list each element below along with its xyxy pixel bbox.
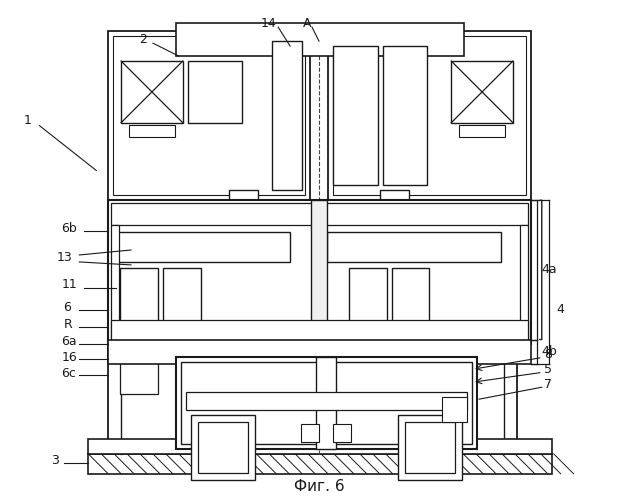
Bar bbox=[111, 204, 528, 225]
Bar bbox=[203, 330, 302, 351]
Bar bbox=[333, 36, 526, 196]
Text: 16: 16 bbox=[61, 351, 77, 364]
Text: 11: 11 bbox=[61, 278, 77, 291]
Text: 7: 7 bbox=[544, 378, 552, 391]
Bar bbox=[120, 354, 158, 394]
Bar bbox=[108, 340, 531, 364]
Bar bbox=[392, 268, 429, 347]
Text: 4b: 4b bbox=[541, 345, 557, 358]
Bar bbox=[272, 41, 302, 190]
Text: Фиг. 6: Фиг. 6 bbox=[294, 479, 345, 494]
Bar bbox=[316, 358, 336, 449]
Text: 4a: 4a bbox=[541, 264, 557, 276]
Text: 6b: 6b bbox=[61, 222, 77, 234]
Bar bbox=[190, 415, 255, 480]
Bar bbox=[89, 439, 552, 454]
Bar bbox=[111, 225, 119, 340]
Bar bbox=[113, 36, 305, 196]
Bar bbox=[349, 268, 387, 322]
Bar bbox=[301, 424, 319, 442]
Bar bbox=[324, 330, 424, 351]
Text: 3: 3 bbox=[52, 454, 59, 468]
Bar bbox=[311, 200, 327, 344]
Text: 13: 13 bbox=[57, 252, 72, 264]
Bar bbox=[186, 392, 467, 410]
Text: R: R bbox=[64, 318, 72, 331]
Bar bbox=[327, 232, 501, 262]
Bar bbox=[404, 422, 455, 473]
Bar bbox=[459, 124, 505, 136]
Bar bbox=[163, 328, 201, 358]
Text: 1: 1 bbox=[24, 114, 31, 127]
Bar bbox=[120, 268, 158, 347]
Bar bbox=[89, 454, 552, 474]
Text: 14: 14 bbox=[261, 17, 276, 30]
Bar bbox=[176, 24, 464, 56]
Bar bbox=[188, 61, 243, 122]
Text: 2: 2 bbox=[139, 32, 147, 46]
Text: 6c: 6c bbox=[61, 367, 76, 380]
Bar bbox=[181, 362, 472, 444]
Bar bbox=[163, 268, 201, 322]
Bar bbox=[108, 200, 531, 344]
Bar bbox=[392, 354, 429, 394]
Text: 6: 6 bbox=[64, 301, 71, 314]
Bar bbox=[397, 415, 462, 480]
Bar bbox=[116, 232, 290, 262]
Bar bbox=[121, 61, 183, 122]
Bar bbox=[129, 124, 175, 136]
Bar bbox=[229, 190, 259, 215]
Bar bbox=[328, 31, 531, 200]
Bar bbox=[111, 320, 528, 342]
Text: A: A bbox=[303, 17, 311, 30]
Bar bbox=[451, 61, 513, 122]
Bar bbox=[333, 424, 351, 442]
Text: 5: 5 bbox=[544, 363, 552, 376]
Bar bbox=[442, 397, 467, 422]
Bar bbox=[383, 46, 427, 186]
Bar bbox=[176, 358, 477, 449]
Text: 8: 8 bbox=[544, 348, 552, 361]
Bar bbox=[380, 190, 410, 215]
Text: 4: 4 bbox=[557, 303, 564, 316]
Text: 6a: 6a bbox=[61, 335, 77, 348]
Bar bbox=[197, 422, 248, 473]
Bar bbox=[520, 225, 528, 340]
Bar bbox=[333, 46, 378, 186]
Bar bbox=[108, 31, 310, 200]
Bar bbox=[349, 328, 387, 358]
